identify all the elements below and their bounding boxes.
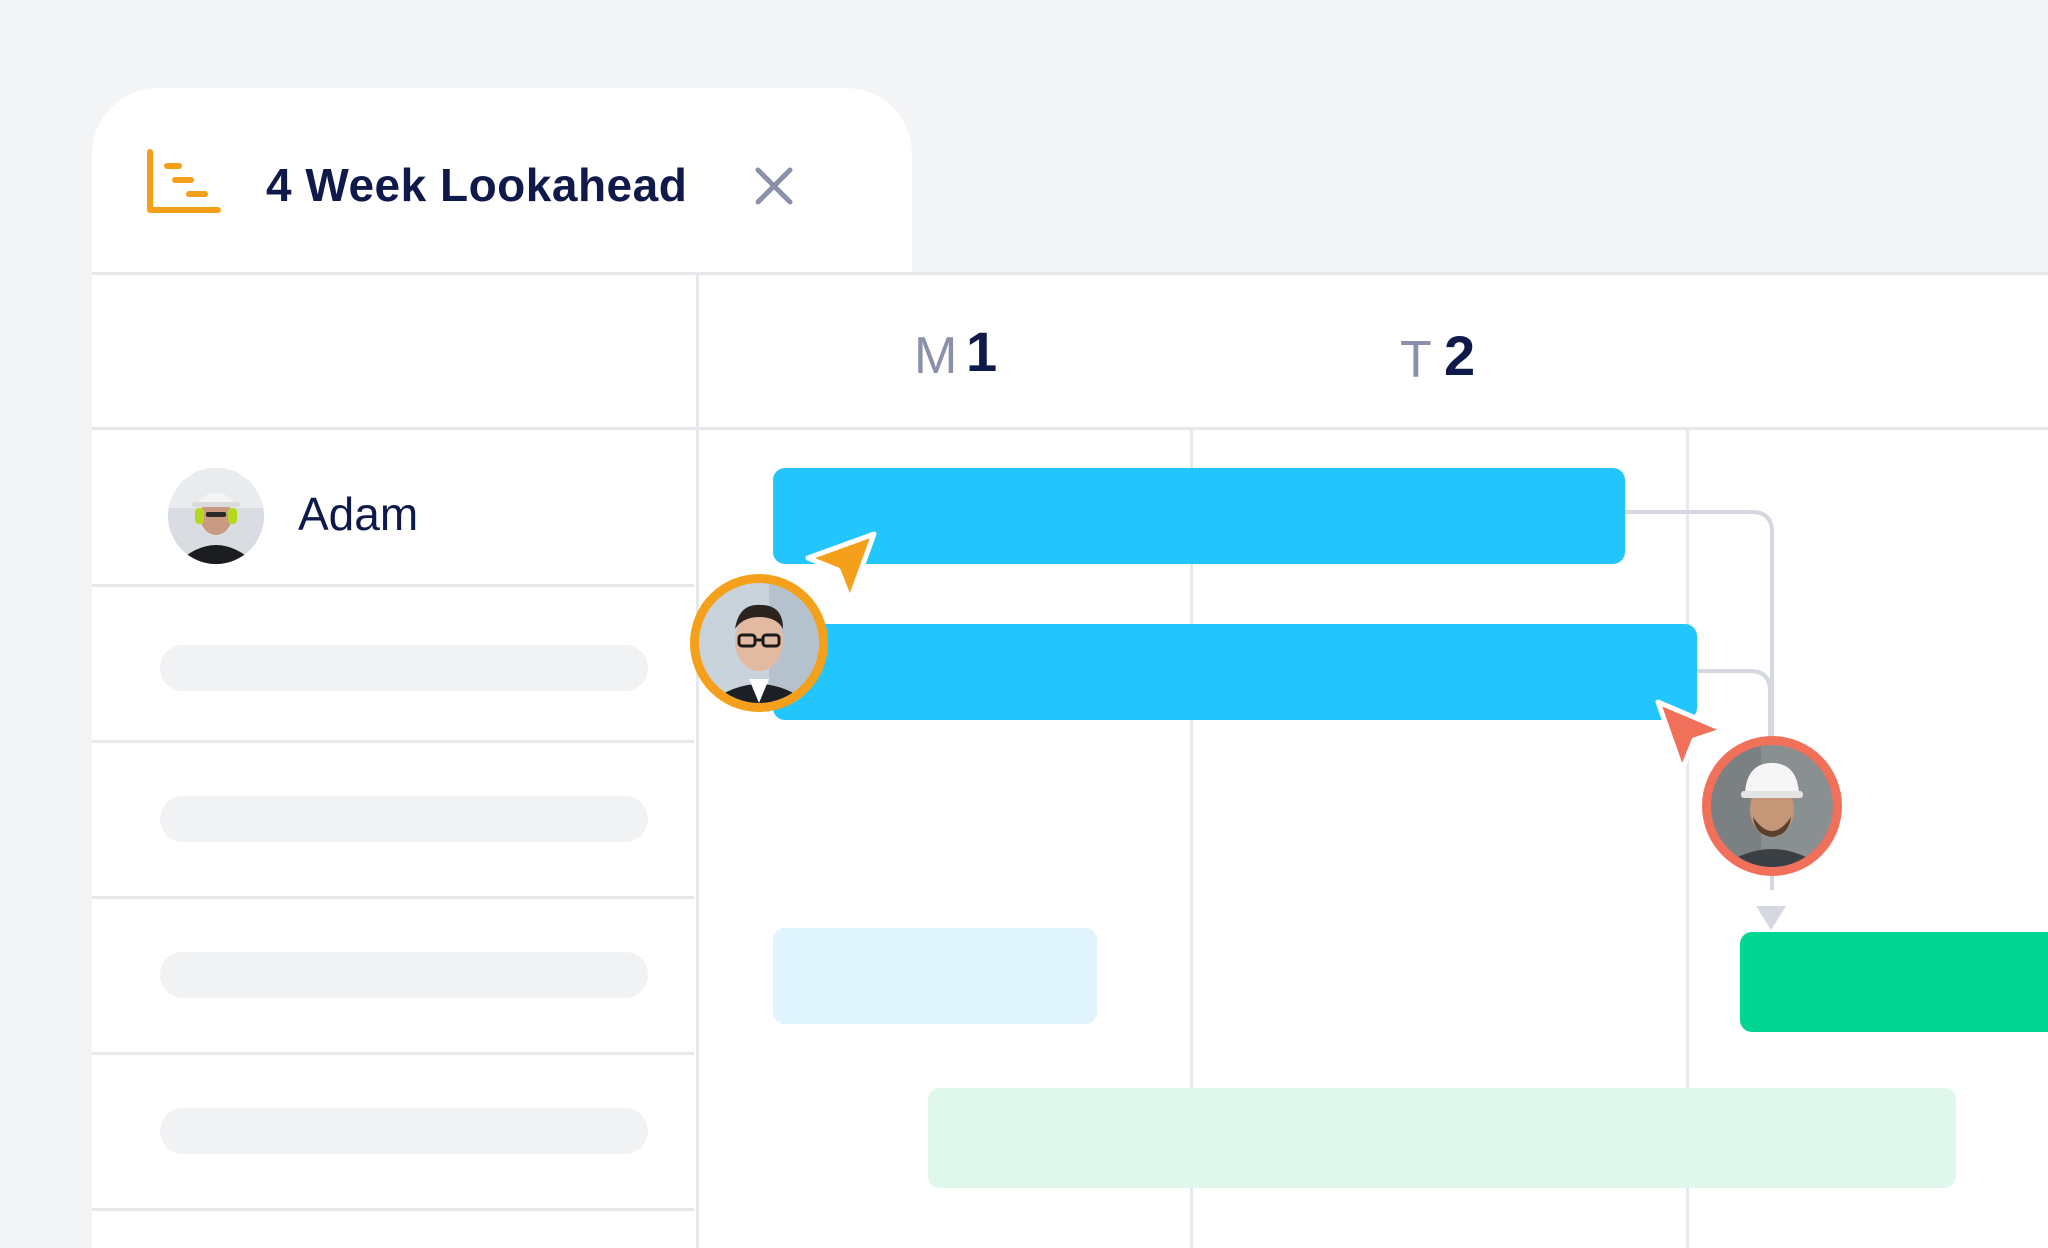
task-bar[interactable] [773,624,1697,720]
tab-title: 4 Week Lookahead [266,159,688,211]
task-bar[interactable] [773,468,1625,564]
task-bar-ghost[interactable] [773,928,1097,1024]
row-divider [92,896,694,899]
column-divider [696,272,699,1248]
collaborator-cursor-icon [805,531,877,603]
row-placeholder [160,645,648,691]
row-divider [92,1052,694,1055]
task-bar-ghost[interactable] [928,1088,1956,1188]
day-letter-monday: M [914,327,958,385]
gantt-chart-icon [145,148,223,216]
header-divider [92,427,2048,430]
day-number-2: 2 [1444,324,1476,387]
row-divider [92,740,694,743]
close-icon[interactable] [748,160,800,212]
day-divider [1686,427,1689,1248]
row-divider [92,584,694,587]
day-letter-tuesday: T [1400,331,1432,389]
man-glasses-avatar [690,574,828,712]
collaborator-cursor-icon [1655,699,1727,773]
person-name: Adam [298,488,419,540]
row-divider [92,1208,694,1211]
day-number-1: 1 [966,320,998,383]
tab-divider [92,272,2048,275]
man-hardhat-avatar [1702,736,1842,876]
day-divider [1190,427,1193,1248]
task-bar[interactable] [1740,932,2048,1032]
row-placeholder [160,952,648,998]
row-placeholder [160,1108,648,1154]
row-placeholder [160,796,648,842]
